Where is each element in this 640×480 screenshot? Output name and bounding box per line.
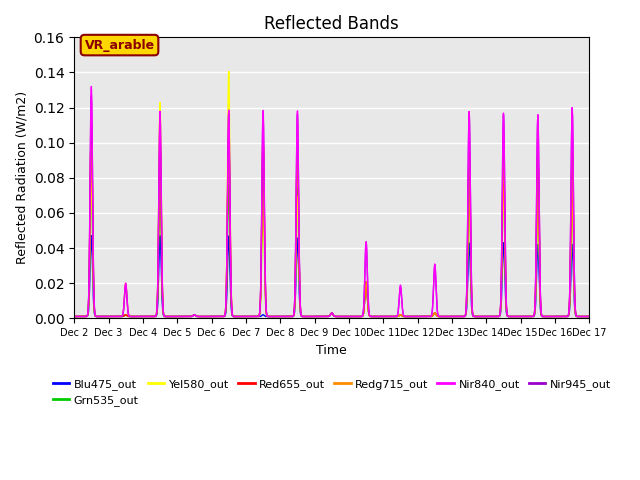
Grn535_out <box>88 177 95 182</box>
Redg715_out <box>586 313 593 319</box>
Nir840_out <box>131 313 139 319</box>
Yel580_out <box>225 69 233 74</box>
Yel580_out <box>364 299 372 304</box>
Nir945_out <box>131 313 139 319</box>
Blu475_out <box>309 313 317 319</box>
Nir840_out <box>70 313 78 319</box>
Redg715_out <box>300 313 308 319</box>
Red655_out <box>309 313 317 319</box>
Red655_out <box>289 313 297 319</box>
Redg715_out <box>289 313 297 319</box>
Nir840_out <box>309 313 317 319</box>
Nir945_out <box>88 93 95 98</box>
Grn535_out <box>70 313 78 319</box>
Grn535_out <box>309 313 317 319</box>
Line: Blu475_out: Blu475_out <box>74 236 589 316</box>
Redg715_out <box>88 120 95 126</box>
Nir945_out <box>586 313 593 319</box>
Yel580_out <box>289 313 297 319</box>
Line: Nir945_out: Nir945_out <box>74 96 589 316</box>
Yel580_out <box>586 313 593 319</box>
Line: Nir840_out: Nir840_out <box>74 86 589 316</box>
Line: Red655_out: Red655_out <box>74 123 589 316</box>
Grn535_out <box>586 313 593 319</box>
Title: Reflected Bands: Reflected Bands <box>264 15 399 33</box>
Red655_out <box>364 299 372 304</box>
Nir840_out <box>586 313 593 319</box>
Yel580_out <box>309 313 317 319</box>
Nir840_out <box>364 281 372 287</box>
Redg715_out <box>111 313 118 319</box>
Line: Grn535_out: Grn535_out <box>74 180 589 316</box>
Red655_out <box>88 120 95 126</box>
Text: VR_arable: VR_arable <box>84 38 155 51</box>
Nir840_out <box>111 313 118 319</box>
Yel580_out <box>70 313 78 319</box>
Nir945_out <box>364 282 372 288</box>
X-axis label: Time: Time <box>316 344 347 357</box>
Grn535_out <box>131 313 139 319</box>
Nir945_out <box>111 313 118 319</box>
Nir840_out <box>300 313 308 319</box>
Y-axis label: Reflected Radiation (W/m2): Reflected Radiation (W/m2) <box>15 91 28 264</box>
Grn535_out <box>300 313 308 319</box>
Yel580_out <box>300 313 308 319</box>
Grn535_out <box>289 313 297 319</box>
Grn535_out <box>364 299 372 304</box>
Red655_out <box>300 313 308 319</box>
Nir945_out <box>309 313 317 319</box>
Yel580_out <box>131 313 139 319</box>
Blu475_out <box>131 313 139 319</box>
Redg715_out <box>70 313 78 319</box>
Red655_out <box>111 313 118 319</box>
Legend: Blu475_out, Grn535_out, Yel580_out, Red655_out, Redg715_out, Nir840_out, Nir945_: Blu475_out, Grn535_out, Yel580_out, Red6… <box>48 374 616 410</box>
Blu475_out <box>289 313 297 319</box>
Line: Redg715_out: Redg715_out <box>74 123 589 316</box>
Redg715_out <box>364 299 372 304</box>
Nir945_out <box>300 313 308 319</box>
Nir945_out <box>70 313 78 319</box>
Redg715_out <box>131 313 139 319</box>
Yel580_out <box>110 313 118 319</box>
Blu475_out <box>111 313 118 319</box>
Blu475_out <box>88 233 95 239</box>
Red655_out <box>586 313 593 319</box>
Line: Yel580_out: Yel580_out <box>74 72 589 316</box>
Red655_out <box>70 313 78 319</box>
Nir840_out <box>88 84 95 89</box>
Blu475_out <box>300 313 308 319</box>
Blu475_out <box>586 313 593 319</box>
Nir840_out <box>289 313 297 319</box>
Blu475_out <box>70 313 78 319</box>
Redg715_out <box>309 313 317 319</box>
Nir945_out <box>289 313 297 319</box>
Blu475_out <box>364 299 372 304</box>
Red655_out <box>131 313 139 319</box>
Grn535_out <box>111 313 118 319</box>
